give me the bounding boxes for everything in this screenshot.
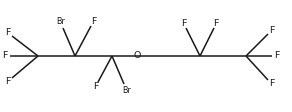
Text: F: F <box>269 79 274 88</box>
Text: Br: Br <box>56 17 65 26</box>
Text: F: F <box>213 19 219 28</box>
Text: F: F <box>181 19 187 28</box>
Text: F: F <box>5 28 11 37</box>
Text: F: F <box>6 77 11 86</box>
Text: O: O <box>133 52 141 60</box>
Text: F: F <box>269 26 274 35</box>
Text: F: F <box>2 52 8 60</box>
Text: F: F <box>274 52 280 60</box>
Text: F: F <box>91 17 96 26</box>
Text: F: F <box>93 82 98 91</box>
Text: Br: Br <box>122 86 131 95</box>
